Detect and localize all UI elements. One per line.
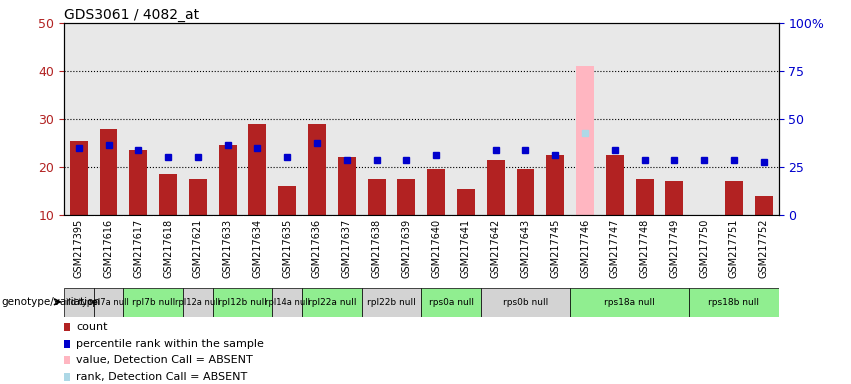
Bar [129,150,147,263]
Bar [368,179,386,263]
Bar [725,182,743,263]
Text: rps18b null: rps18b null [709,298,759,307]
Bar [278,186,296,263]
Text: rpl7b null: rpl7b null [132,298,174,307]
Bar [338,157,356,263]
Text: GSM217746: GSM217746 [580,218,590,278]
Bar [546,155,564,263]
Bar [100,129,117,263]
Text: GSM217749: GSM217749 [670,218,679,278]
Text: GSM217617: GSM217617 [134,218,143,278]
Text: GSM217633: GSM217633 [223,218,232,278]
Bar [481,288,570,317]
Text: rpl14a null: rpl14a null [265,298,310,307]
Bar [755,196,773,263]
Text: count: count [77,321,108,331]
Bar [248,124,266,263]
Bar [219,146,237,263]
Text: GSM217750: GSM217750 [700,218,709,278]
Bar [457,189,475,263]
Text: rpl22a null: rpl22a null [308,298,356,307]
Bar [636,179,654,263]
Text: GSM217747: GSM217747 [610,218,620,278]
Bar [159,174,177,263]
Text: GSM217752: GSM217752 [759,218,768,278]
Text: genotype/variation: genotype/variation [2,297,100,307]
Text: rpl12a null: rpl12a null [175,298,220,307]
Text: rank, Detection Call = ABSENT: rank, Detection Call = ABSENT [77,372,248,382]
Bar [576,66,594,263]
Bar [94,288,123,317]
Text: GSM217638: GSM217638 [372,218,381,278]
Bar [427,169,445,263]
Bar [362,288,421,317]
Bar [517,169,534,263]
Text: GSM217618: GSM217618 [163,218,173,278]
Bar [70,141,88,263]
Bar [665,182,683,263]
Text: GSM217642: GSM217642 [491,218,500,278]
Bar [189,179,207,263]
Bar [606,155,624,263]
Text: rps18a null: rps18a null [604,298,655,307]
Text: wild type: wild type [60,298,98,307]
Text: GSM217748: GSM217748 [640,218,649,278]
Text: rpl12b null: rpl12b null [218,298,267,307]
Text: GSM217745: GSM217745 [551,218,560,278]
Text: percentile rank within the sample: percentile rank within the sample [77,339,264,349]
Bar [397,179,415,263]
Text: GSM217637: GSM217637 [342,218,351,278]
Bar [570,288,689,317]
Bar [272,288,302,317]
Text: rps0b null: rps0b null [503,298,548,307]
Bar [302,288,362,317]
Text: GSM217636: GSM217636 [312,218,322,278]
Text: GSM217641: GSM217641 [461,218,471,278]
Bar [421,288,481,317]
Text: GSM217395: GSM217395 [74,218,83,278]
Bar [308,124,326,263]
Bar [213,288,272,317]
Bar [183,288,213,317]
Text: rpl22b null: rpl22b null [367,298,416,307]
Text: GSM217635: GSM217635 [283,218,292,278]
Text: GSM217639: GSM217639 [402,218,411,278]
Bar [487,160,505,263]
Text: GSM217643: GSM217643 [521,218,530,278]
Text: value, Detection Call = ABSENT: value, Detection Call = ABSENT [77,356,253,366]
Bar [64,288,94,317]
Text: GSM217634: GSM217634 [253,218,262,278]
Text: GSM217616: GSM217616 [104,218,113,278]
Text: rpl7a null: rpl7a null [89,298,129,307]
Bar [123,288,183,317]
Text: GSM217640: GSM217640 [431,218,441,278]
Bar [689,288,779,317]
Text: GDS3061 / 4082_at: GDS3061 / 4082_at [64,8,199,22]
Text: GSM217751: GSM217751 [729,218,739,278]
Text: GSM217621: GSM217621 [193,218,203,278]
Text: rps0a null: rps0a null [429,298,473,307]
Bar [695,217,713,263]
